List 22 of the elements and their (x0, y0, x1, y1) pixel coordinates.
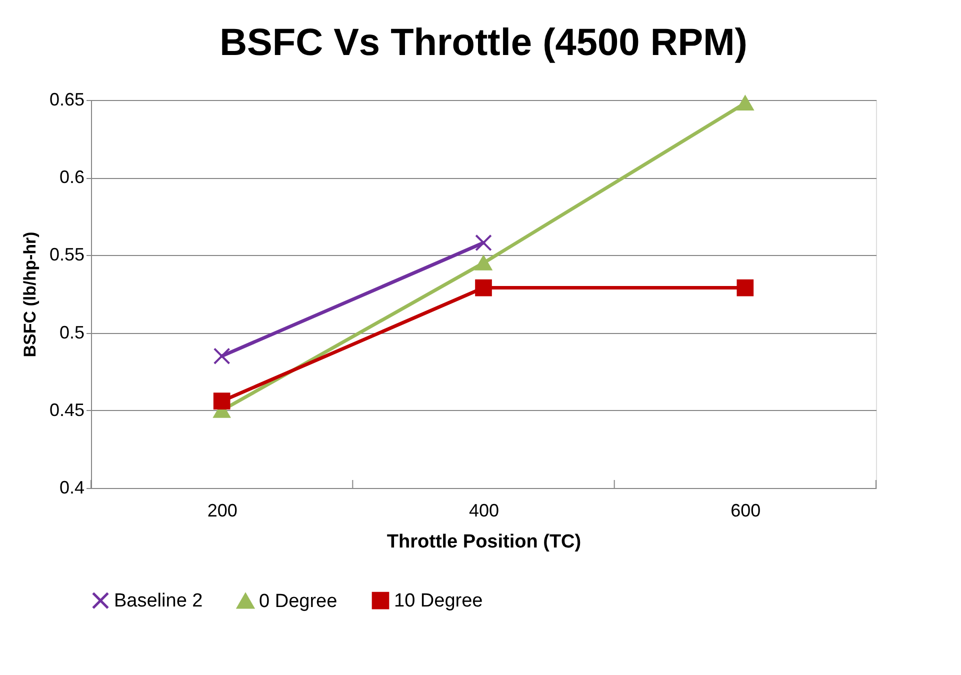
y-tick-label: 0.5 (59, 322, 84, 342)
point (213, 392, 230, 410)
legend-label: 0 Degree (259, 591, 338, 612)
chart-title: BSFC Vs Throttle (4500 RPM) (220, 22, 748, 64)
point (736, 279, 754, 296)
x-axis-title: Throttle Position (TC) (386, 532, 582, 552)
y-tick-label: 0.6 (59, 167, 84, 188)
point (475, 256, 492, 270)
point (475, 279, 492, 296)
legend-label: Baseline 2 (114, 590, 203, 612)
y-tick-label: 0.4 (59, 478, 84, 498)
legend-label: 10 Degree (394, 590, 483, 612)
point (736, 96, 754, 111)
x-tick-label: 400 (468, 500, 500, 520)
y-tick-label: 0.45 (49, 400, 84, 420)
y-tick-label: 0.65 (49, 90, 84, 110)
point (475, 234, 492, 252)
x-tick-label: 600 (730, 500, 761, 520)
x-tick-label: 200 (207, 500, 238, 520)
y-tick-label: 0.55 (49, 244, 84, 265)
point (213, 348, 230, 364)
y-axis-title: BSFC (lb/hp-hr) (20, 232, 40, 358)
